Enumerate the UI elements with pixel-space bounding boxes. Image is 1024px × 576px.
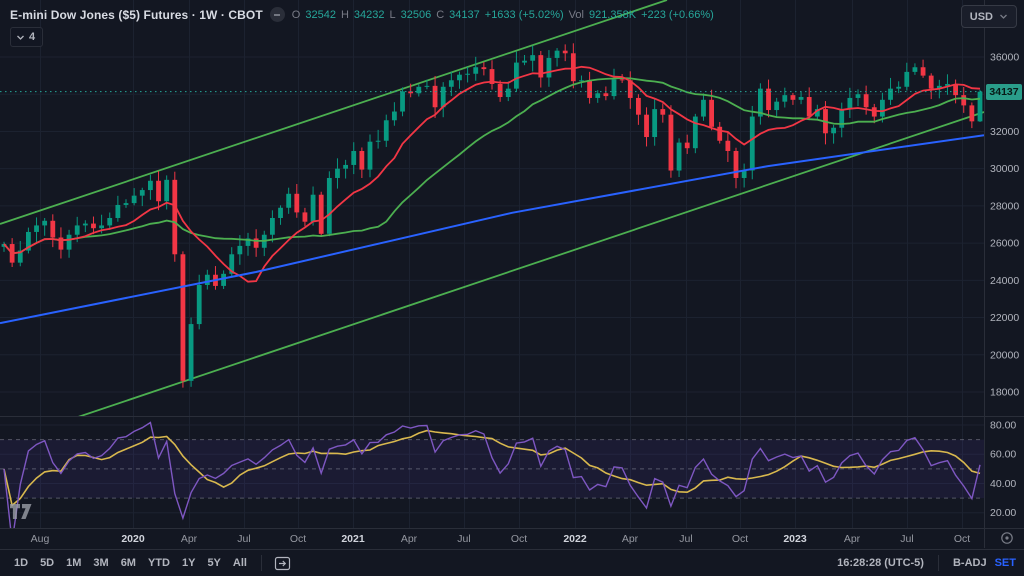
svg-text:2021: 2021 — [341, 533, 365, 545]
range-button-1m[interactable]: 1M — [60, 554, 87, 572]
svg-text:Oct: Oct — [290, 533, 306, 545]
volume-label: Vol — [568, 8, 584, 21]
svg-text:28000: 28000 — [990, 200, 1019, 212]
target-icon — [1001, 532, 1013, 544]
tradingview-logo-icon — [10, 504, 32, 519]
adjustment-toggle[interactable]: B-ADJ — [952, 557, 987, 569]
currency-dropdown[interactable]: USD — [960, 5, 1017, 28]
indicators-collapse-button[interactable]: 4 — [10, 27, 44, 47]
rsi-ma-line — [3, 429, 981, 507]
range-button-6m[interactable]: 6M — [115, 554, 142, 572]
channel-upper-line — [0, 0, 668, 225]
candlestick-series — [1, 43, 983, 388]
volume-change: +223 (+0.66%) — [641, 8, 714, 21]
svg-text:Jul: Jul — [900, 533, 913, 545]
hide-legend-icon[interactable] — [269, 7, 285, 22]
svg-text:Apr: Apr — [401, 533, 418, 545]
svg-text:60.00: 60.00 — [990, 449, 1016, 461]
svg-text:Jul: Jul — [457, 533, 470, 545]
ohlc-values: O 32542 H 34232 L 32506 C 34137 +1633 (+5.02… — [292, 9, 714, 21]
channel-lower-line — [78, 111, 984, 416]
svg-text:2022: 2022 — [563, 533, 587, 545]
ma-slow-line — [3, 77, 981, 255]
scroll-to-latest-button[interactable] — [999, 530, 1015, 546]
bottom-toolbar: 1D 5D 1M 3M 6M YTD 1Y 5Y All 16:28:28 (UTC-5) B-… — [0, 549, 1024, 576]
change-value: +1633 (+5.02%) — [484, 8, 564, 21]
ma-long-line — [0, 134, 984, 325]
svg-text:Jul: Jul — [237, 533, 250, 545]
low-label: L — [389, 8, 396, 21]
svg-text:20.00: 20.00 — [990, 507, 1016, 519]
rsi-axis[interactable]: 80.00 60.00 40.00 20.00 — [990, 420, 1016, 520]
range-button-5d[interactable]: 5D — [34, 554, 60, 572]
symbol-legend: E-mini Dow Jones ($5) Futures · 1W · CBO… — [10, 7, 714, 22]
close-value: 34137 — [449, 8, 480, 21]
svg-text:Oct: Oct — [732, 533, 748, 545]
go-to-date-button[interactable] — [270, 553, 295, 574]
toolbar-right: 16:28:28 (UTC-5) B-ADJ SET — [837, 555, 1016, 571]
time-axis[interactable]: Aug 2020 Apr Jul Oct 2021 Apr Jul Oct 2022 Apr Jul O… — [31, 533, 971, 545]
rsi-line — [3, 421, 981, 528]
svg-text:18000: 18000 — [990, 387, 1019, 399]
svg-text:26000: 26000 — [990, 238, 1019, 250]
svg-text:80.00: 80.00 — [990, 420, 1016, 432]
range-button-5y[interactable]: 5Y — [201, 554, 226, 572]
svg-text:32000: 32000 — [990, 126, 1019, 138]
svg-text:40.00: 40.00 — [990, 478, 1016, 490]
svg-text:Aug: Aug — [31, 533, 50, 545]
range-button-3m[interactable]: 3M — [87, 554, 114, 572]
svg-text:24000: 24000 — [990, 275, 1019, 287]
high-value: 34232 — [353, 8, 385, 21]
go-to-date-icon — [274, 556, 291, 570]
rsi-pane — [0, 421, 984, 528]
main-pane — [0, 0, 984, 416]
svg-text:Oct: Oct — [511, 533, 527, 545]
low-value: 32506 — [400, 8, 432, 21]
settlement-toggle[interactable]: SET — [994, 557, 1016, 569]
currency-value: USD — [969, 10, 993, 23]
open-value: 32542 — [305, 8, 336, 21]
svg-text:Oct: Oct — [954, 533, 970, 545]
clock[interactable]: 16:28:28 (UTC-5) — [837, 557, 924, 569]
volume-value: 921.358K — [588, 8, 637, 21]
range-button-1y[interactable]: 1Y — [176, 554, 201, 572]
last-price-axis-label[interactable]: 34137 — [986, 84, 1022, 100]
indicators-count: 4 — [29, 31, 36, 43]
range-button-all[interactable]: All — [227, 554, 253, 572]
open-label: O — [291, 8, 301, 21]
range-button-ytd[interactable]: YTD — [142, 554, 176, 572]
minus-icon — [274, 13, 281, 16]
svg-text:Apr: Apr — [181, 533, 198, 545]
price-axis[interactable]: 3600034000320003000028000260002400022000… — [990, 52, 1019, 399]
toolbar-divider — [260, 555, 262, 571]
tradingview-logo[interactable] — [9, 503, 36, 525]
ma-fast-line — [3, 65, 981, 283]
svg-text:22000: 22000 — [990, 312, 1019, 324]
svg-text:Apr: Apr — [622, 533, 639, 545]
range-button-1d[interactable]: 1D — [8, 554, 34, 572]
svg-text:36000: 36000 — [990, 52, 1019, 64]
close-label: C — [436, 8, 445, 21]
svg-text:30000: 30000 — [990, 163, 1019, 175]
grid-lines — [0, 0, 984, 528]
chevron-down-icon — [17, 35, 24, 40]
svg-text:Apr: Apr — [844, 533, 861, 545]
svg-text:2020: 2020 — [121, 533, 145, 545]
svg-text:Jul: Jul — [679, 533, 692, 545]
svg-text:20000: 20000 — [990, 349, 1019, 361]
symbol-title[interactable]: E-mini Dow Jones ($5) Futures · 1W · CBO… — [10, 7, 263, 22]
chevron-down-icon — [1000, 14, 1007, 19]
date-range-buttons: 1D 5D 1M 3M 6M YTD 1Y 5Y All — [8, 554, 253, 572]
high-label: H — [340, 8, 349, 21]
svg-text:2023: 2023 — [783, 533, 807, 545]
toolbar-divider — [937, 555, 939, 571]
